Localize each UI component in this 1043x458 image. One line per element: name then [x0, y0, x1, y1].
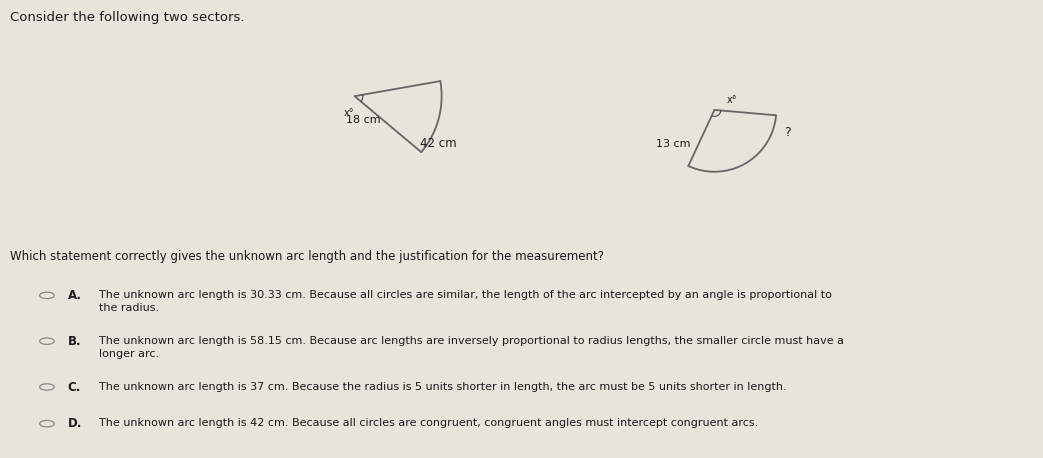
Text: The unknown arc length is 42 cm. Because all circles are congruent, congruent an: The unknown arc length is 42 cm. Because… — [99, 418, 758, 428]
Text: longer arc.: longer arc. — [99, 349, 160, 359]
Text: A.: A. — [68, 289, 81, 302]
Text: The unknown arc length is 37 cm. Because the radius is 5 units shorter in length: The unknown arc length is 37 cm. Because… — [99, 382, 786, 392]
Text: 18 cm: 18 cm — [346, 114, 381, 125]
Text: x°: x° — [344, 108, 355, 118]
Text: B.: B. — [68, 335, 81, 348]
Text: the radius.: the radius. — [99, 303, 160, 313]
Text: The unknown arc length is 58.15 cm. Because arc lengths are inversely proportion: The unknown arc length is 58.15 cm. Beca… — [99, 336, 844, 346]
Text: 13 cm: 13 cm — [656, 138, 690, 148]
Text: ?: ? — [784, 126, 792, 139]
Text: C.: C. — [68, 381, 81, 393]
Text: Which statement correctly gives the unknown arc length and the justification for: Which statement correctly gives the unkn… — [10, 250, 605, 262]
Text: The unknown arc length is 30.33 cm. Because all circles are similar, the length : The unknown arc length is 30.33 cm. Beca… — [99, 290, 832, 300]
Text: Consider the following two sectors.: Consider the following two sectors. — [10, 11, 245, 24]
Text: D.: D. — [68, 417, 82, 430]
Text: x°: x° — [727, 95, 737, 105]
Text: 42 cm: 42 cm — [420, 137, 457, 150]
